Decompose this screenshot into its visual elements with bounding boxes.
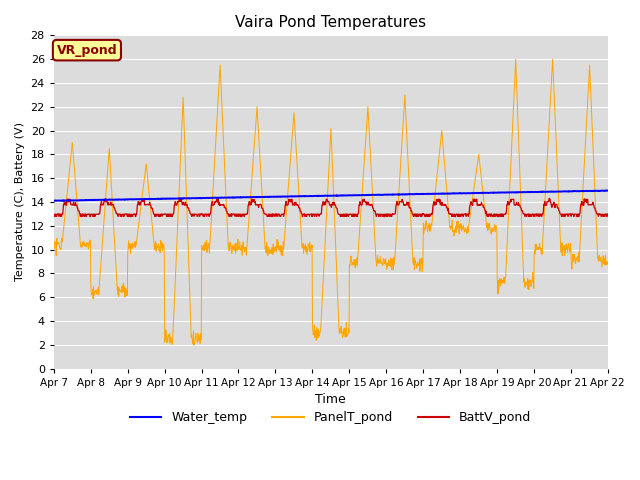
Text: VR_pond: VR_pond	[56, 44, 117, 57]
Title: Vaira Pond Temperatures: Vaira Pond Temperatures	[235, 15, 426, 30]
Legend: Water_temp, PanelT_pond, BattV_pond: Water_temp, PanelT_pond, BattV_pond	[125, 406, 536, 429]
Y-axis label: Temperature (C), Battery (V): Temperature (C), Battery (V)	[15, 122, 25, 281]
X-axis label: Time: Time	[316, 393, 346, 406]
